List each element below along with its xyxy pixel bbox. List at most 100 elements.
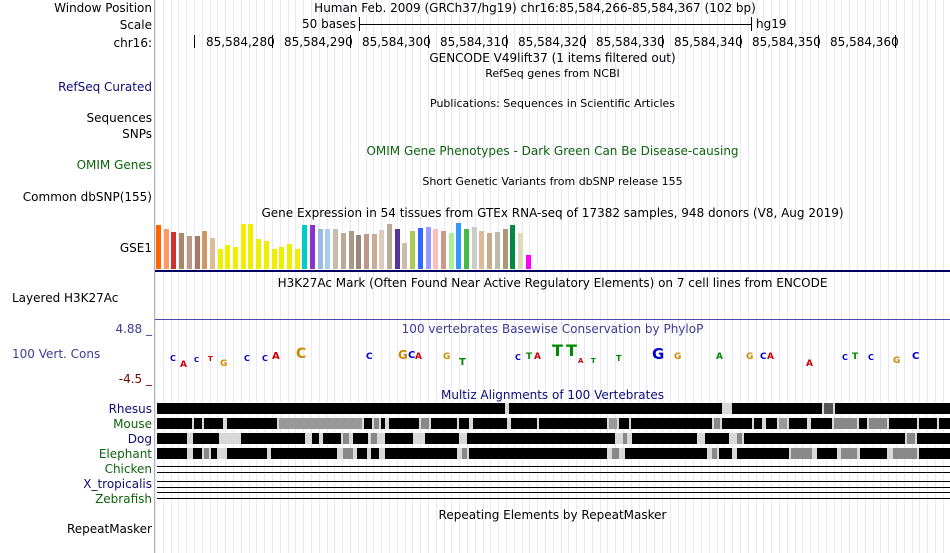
gtex-tissue-bar[interactable] (194, 236, 200, 269)
grid-line (623, 0, 624, 553)
gtex-tissue-bar[interactable] (217, 249, 223, 269)
repeatmasker-label[interactable]: RepeatMasker (66, 522, 152, 536)
gtex-tissue-bar[interactable] (294, 249, 300, 269)
alignment-block (385, 448, 457, 459)
species-x-tropicalis[interactable]: X_tropicalis (83, 477, 152, 491)
gtex-tissue-bar[interactable] (348, 231, 354, 269)
gtex-tissue-bar[interactable] (233, 247, 238, 269)
alignment-block (835, 403, 950, 414)
label-separator (154, 0, 155, 553)
snps-label[interactable]: SNPs (122, 127, 152, 141)
species-chicken[interactable]: Chicken (104, 462, 152, 476)
gtex-tissue-bar[interactable] (379, 230, 385, 269)
grid-line (646, 0, 647, 553)
gtex-tissue-bar[interactable] (471, 227, 477, 269)
gtex-tissue-bar[interactable] (464, 229, 469, 269)
alignment-gap-line (157, 481, 950, 482)
species-mouse[interactable]: Mouse (113, 417, 152, 431)
gtex-tissue-bar[interactable] (387, 224, 392, 269)
gtex-tissue-bar[interactable] (325, 229, 331, 269)
gtex-tissue-bar[interactable] (263, 241, 269, 269)
gtex-tissue-bar[interactable] (456, 223, 462, 269)
gtex-tissue-bar[interactable] (202, 231, 208, 269)
repeatmasker-title: Repeating Elements by RepeatMasker (438, 508, 667, 522)
conservation-base: C (262, 354, 268, 363)
grid-line (288, 0, 289, 553)
gtex-tissue-bar[interactable] (286, 244, 292, 269)
gtex-tissue-bar[interactable] (179, 233, 185, 269)
grid-line (373, 0, 374, 553)
grid-line (163, 0, 164, 553)
grid-line (178, 0, 179, 553)
species-rhesus[interactable]: Rhesus (108, 402, 152, 416)
alignment-row[interactable] (157, 418, 950, 429)
gtex-tissue-bar[interactable] (240, 224, 246, 269)
gtex-tissue-bar[interactable] (186, 236, 192, 269)
grid-line (264, 0, 265, 553)
species-dog[interactable]: Dog (127, 432, 152, 446)
gtex-tissue-bar[interactable] (310, 225, 315, 269)
sequences-label[interactable]: Sequences (86, 111, 152, 125)
gtex-tissue-bar[interactable] (487, 233, 493, 269)
grid-line (592, 0, 593, 553)
gtex-tissue-bar[interactable] (394, 229, 400, 269)
conservation-base: A (716, 352, 723, 362)
gtex-tissue-bar[interactable] (333, 229, 339, 269)
alignment-row[interactable] (157, 403, 950, 414)
gtex-tissue-bar[interactable] (425, 227, 431, 269)
gtex-tissue-bar[interactable] (517, 233, 523, 269)
gtex-tissue-bar[interactable] (363, 234, 369, 269)
gtex-tissue-bar[interactable] (356, 235, 362, 269)
alignment-block (157, 433, 187, 444)
alignment-block (193, 433, 219, 444)
grid-line (654, 0, 655, 553)
cons-label[interactable]: 100 Vert. Cons (12, 347, 101, 361)
gencode-title[interactable]: GENCODE V49lift37 (1 items filtered out) (429, 51, 676, 65)
conservation-base: G (674, 352, 682, 362)
gtex-tissue-bar[interactable] (279, 247, 285, 269)
omim-label[interactable]: OMIM Genes (76, 158, 152, 172)
scale-bar (359, 24, 752, 25)
alignment-row[interactable] (157, 433, 950, 444)
gtex-tissue-bar[interactable] (410, 231, 416, 269)
species-zebrafish[interactable]: Zebrafish (95, 492, 152, 506)
dbsnp-label[interactable]: Common dbSNP(155) (22, 190, 152, 204)
scale-bar-right-end (751, 17, 752, 31)
species-elephant[interactable]: Elephant (98, 447, 152, 461)
gtex-tissue-bar[interactable] (448, 233, 454, 269)
refseq-label[interactable]: RefSeq Curated (58, 80, 152, 94)
grid-line (865, 0, 866, 553)
gtex-tissue-bar[interactable] (510, 225, 516, 269)
alignment-block (204, 448, 209, 459)
gtex-tissue-bar[interactable] (402, 243, 408, 269)
gtex-tissue-bar[interactable] (317, 229, 323, 269)
gtex-tissue-bar[interactable] (256, 239, 262, 269)
grid-line (444, 0, 445, 553)
alignment-row[interactable] (157, 448, 950, 459)
gtex-tissue-bar[interactable] (440, 231, 446, 269)
gtex-tissue-bar[interactable] (502, 229, 508, 269)
gtex-label[interactable]: GSE1 (119, 241, 152, 255)
gtex-tissue-bar[interactable] (225, 245, 231, 269)
grid-line (584, 0, 585, 553)
gtex-tissue-bar[interactable] (417, 228, 423, 269)
gtex-tissue-bar[interactable] (171, 232, 177, 269)
gtex-tissue-bar[interactable] (163, 229, 169, 269)
gtex-tissue-bar[interactable] (433, 229, 439, 269)
grid-line (732, 0, 733, 553)
gtex-tissue-bar[interactable] (302, 225, 308, 269)
gtex-tissue-bar[interactable] (479, 231, 485, 269)
gtex-tissue-bar[interactable] (525, 255, 531, 269)
gtex-tissue-bar[interactable] (156, 225, 161, 269)
gtex-tissue-bar[interactable] (209, 238, 215, 269)
gtex-tissue-bar[interactable] (340, 233, 346, 269)
grid-line (545, 0, 546, 553)
gtex-tissue-bar[interactable] (248, 224, 254, 269)
gtex-tissue-bar[interactable] (371, 234, 377, 269)
grid-line (771, 0, 772, 553)
gtex-tissue-bar[interactable] (494, 232, 500, 269)
gtex-tissue-bar[interactable] (271, 249, 277, 269)
h3k27ac-label[interactable]: Layered H3K27Ac (12, 291, 119, 305)
position-label: 85,584,330 (596, 35, 665, 49)
h3k27ac-title: H3K27Ac Mark (Often Found Near Active Re… (277, 276, 828, 290)
